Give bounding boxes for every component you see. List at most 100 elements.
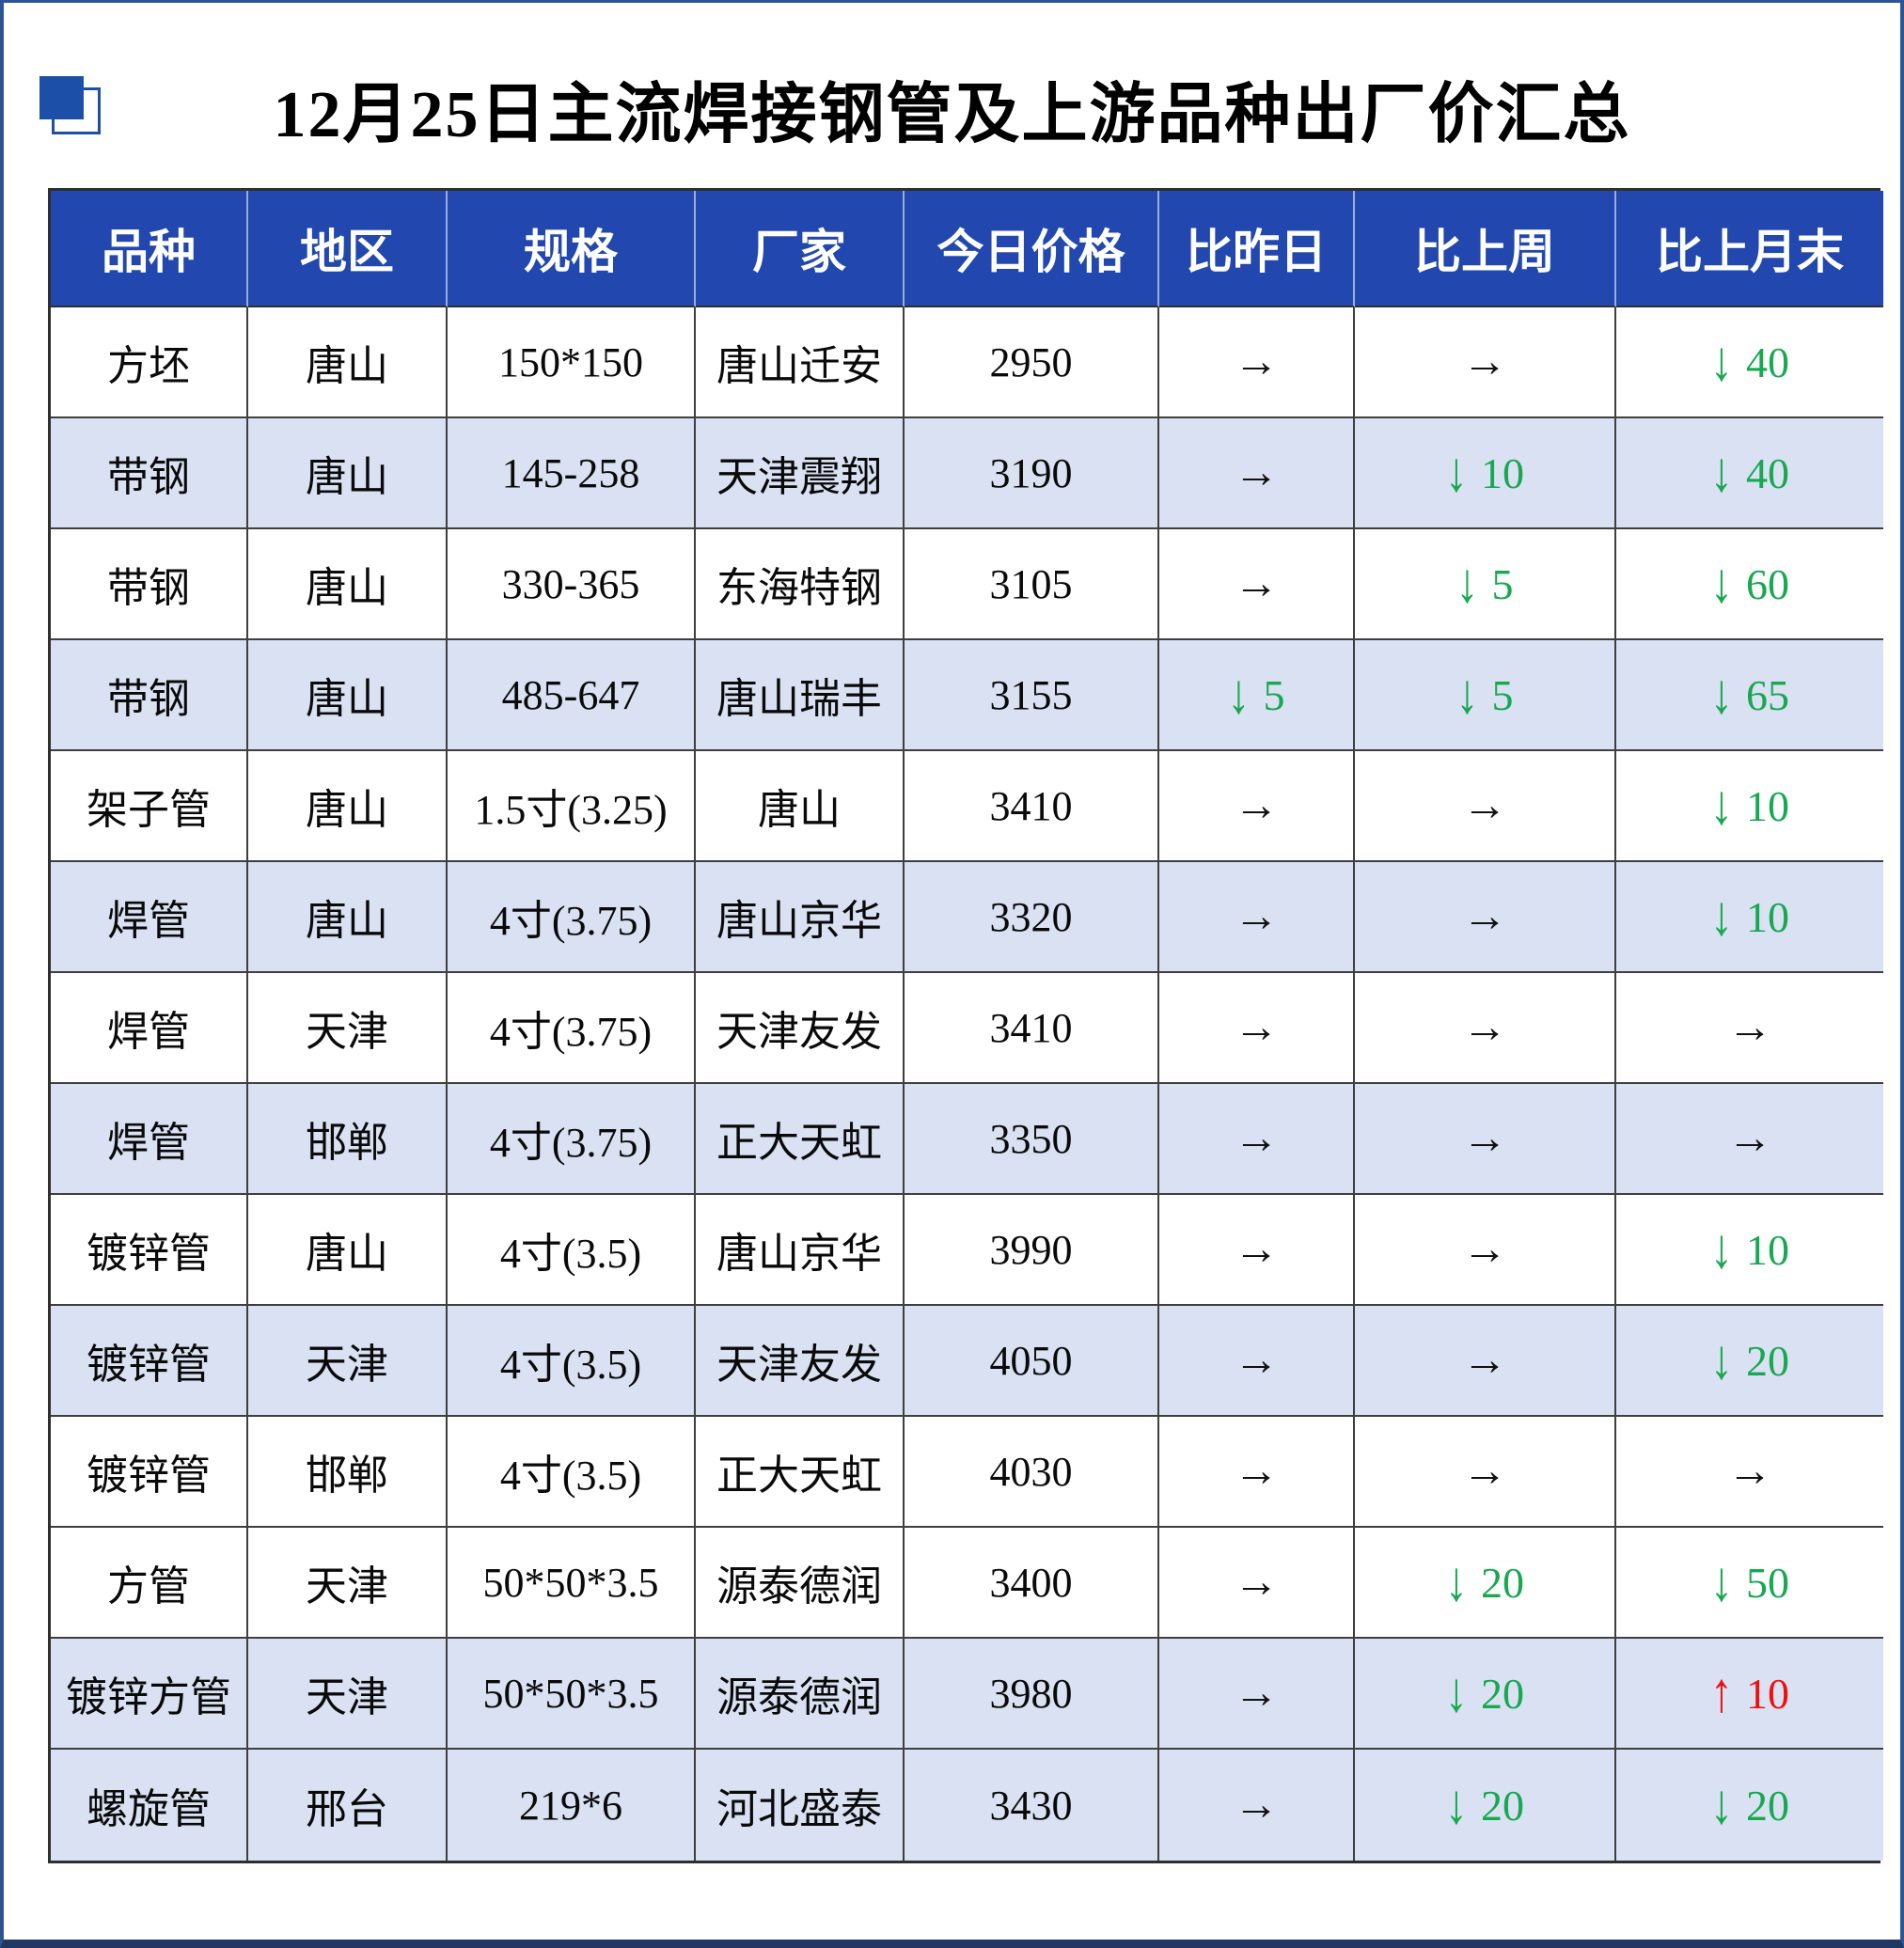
cell-spec: 219*6 bbox=[448, 1750, 696, 1861]
cell-variety: 焊管 bbox=[51, 1084, 248, 1195]
cell-vs-last-month-end: ↓ 65 bbox=[1616, 640, 1883, 751]
cell-vs-yesterday: → bbox=[1159, 418, 1355, 529]
cell-price-today: 3990 bbox=[905, 1195, 1159, 1306]
cell-vs-yesterday: → bbox=[1159, 1750, 1355, 1861]
cell-region: 天津 bbox=[248, 973, 448, 1084]
header-cell-spec: 规格 bbox=[448, 191, 696, 307]
trend-flat-arrow-icon: → bbox=[1234, 558, 1279, 608]
cell-vs-yesterday: → bbox=[1159, 307, 1355, 418]
cell-region: 唐山 bbox=[248, 751, 448, 862]
header-cell-vs-last-week: 比上周 bbox=[1355, 191, 1616, 307]
cell-spec: 4寸(3.5) bbox=[448, 1306, 696, 1417]
table-row: 带钢 唐山 485-647 唐山瑞丰 3155 ↓ 5 ↓ 5 ↓ 65 bbox=[51, 640, 1883, 751]
trend-delta: 10 bbox=[1746, 781, 1789, 830]
cell-manufacturer: 天津友发 bbox=[696, 1306, 905, 1417]
cell-region: 唐山 bbox=[248, 862, 448, 973]
cell-vs-yesterday: → bbox=[1159, 751, 1355, 862]
cell-variety: 带钢 bbox=[51, 529, 248, 640]
cell-spec: 4寸(3.5) bbox=[448, 1195, 696, 1306]
cell-variety: 带钢 bbox=[51, 640, 248, 751]
cell-vs-last-week: ↓ 5 bbox=[1355, 529, 1616, 640]
price-table: 品种 地区 规格 厂家 今日价格 比昨日 比上周 比上月末 方坯 唐山 150*150 唐山迁安 29… bbox=[48, 188, 1883, 1863]
table-row: 焊管 唐山 4寸(3.75) 唐山京华 3320 → → ↓ 10 bbox=[51, 862, 1883, 973]
title-accent-square bbox=[39, 76, 84, 119]
table-row: 带钢 唐山 145-258 天津震翔 3190 → ↓ 10 ↓ 40 bbox=[51, 418, 1883, 529]
cell-vs-yesterday: → bbox=[1159, 529, 1355, 640]
cell-manufacturer: 唐山京华 bbox=[696, 862, 905, 973]
cell-vs-last-month-end: → bbox=[1616, 1084, 1883, 1195]
cell-vs-last-week: ↓ 20 bbox=[1355, 1528, 1616, 1639]
trend-down-arrow-icon: ↓ bbox=[1710, 663, 1733, 726]
trend-delta: 20 bbox=[1481, 1781, 1524, 1830]
trend-flat-arrow-icon: → bbox=[1234, 1002, 1279, 1052]
cell-spec: 50*50*3.5 bbox=[448, 1639, 696, 1750]
trend-delta: 10 bbox=[1481, 448, 1524, 497]
cell-price-today: 3410 bbox=[905, 751, 1159, 862]
cell-region: 天津 bbox=[248, 1639, 448, 1750]
trend-flat-arrow-icon: → bbox=[1234, 337, 1279, 386]
cell-region: 唐山 bbox=[248, 640, 448, 751]
trend-delta: 50 bbox=[1746, 1558, 1789, 1607]
header-cell-variety: 品种 bbox=[51, 191, 248, 307]
cell-vs-last-month-end: ↓ 40 bbox=[1616, 307, 1883, 418]
cell-vs-yesterday: → bbox=[1159, 862, 1355, 973]
trend-flat-arrow-icon: → bbox=[1462, 1113, 1507, 1163]
cell-price-today: 3190 bbox=[905, 418, 1159, 529]
cell-variety: 镀锌管 bbox=[51, 1306, 248, 1417]
cell-vs-last-week: → bbox=[1355, 307, 1616, 418]
header-cell-region: 地区 bbox=[248, 191, 448, 307]
page-title: 12月25日主流焊接钢管及上游品种出厂价汇总 bbox=[273, 78, 1631, 151]
trend-down-arrow-icon: ↓ bbox=[1710, 774, 1733, 837]
cell-vs-yesterday: → bbox=[1159, 973, 1355, 1084]
trend-delta: 65 bbox=[1746, 670, 1789, 719]
cell-vs-last-month-end: ↓ 60 bbox=[1616, 529, 1883, 640]
trend-delta: 10 bbox=[1746, 892, 1789, 941]
trend-delta: 20 bbox=[1481, 1669, 1524, 1718]
table-row: 镀锌管 邯郸 4寸(3.5) 正大天虹 4030 → → → bbox=[51, 1417, 1883, 1528]
trend-delta: 20 bbox=[1481, 1558, 1524, 1607]
table-row: 焊管 天津 4寸(3.75) 天津友发 3410 → → → bbox=[51, 973, 1883, 1084]
cell-variety: 焊管 bbox=[51, 862, 248, 973]
cell-spec: 4寸(3.5) bbox=[448, 1417, 696, 1528]
trend-down-arrow-icon: ↓ bbox=[1227, 663, 1251, 726]
cell-price-today: 3980 bbox=[905, 1639, 1159, 1750]
cell-vs-last-month-end: → bbox=[1616, 1417, 1883, 1528]
trend-delta: 20 bbox=[1746, 1336, 1789, 1385]
cell-vs-last-week: → bbox=[1355, 1195, 1616, 1306]
cell-vs-last-week: ↓ 20 bbox=[1355, 1750, 1616, 1861]
trend-down-arrow-icon: ↓ bbox=[1456, 663, 1479, 726]
cell-variety: 镀锌方管 bbox=[51, 1639, 248, 1750]
table-row: 镀锌管 天津 4寸(3.5) 天津友发 4050 → → ↓ 20 bbox=[51, 1306, 1883, 1417]
cell-vs-last-week: → bbox=[1355, 1417, 1616, 1528]
cell-spec: 4寸(3.75) bbox=[448, 1084, 696, 1195]
trend-flat-arrow-icon: → bbox=[1727, 1446, 1772, 1496]
cell-variety: 镀锌管 bbox=[51, 1195, 248, 1306]
trend-flat-arrow-icon: → bbox=[1234, 1113, 1279, 1163]
trend-flat-arrow-icon: → bbox=[1462, 1224, 1507, 1274]
cell-manufacturer: 唐山迁安 bbox=[696, 307, 905, 418]
cell-manufacturer: 唐山瑞丰 bbox=[696, 640, 905, 751]
cell-manufacturer: 东海特钢 bbox=[696, 529, 905, 640]
cell-price-today: 3155 bbox=[905, 640, 1159, 751]
cell-vs-yesterday: → bbox=[1159, 1528, 1355, 1639]
cell-spec: 50*50*3.5 bbox=[448, 1528, 696, 1639]
cell-vs-last-month-end: ↓ 50 bbox=[1616, 1528, 1883, 1639]
trend-down-arrow-icon: ↓ bbox=[1445, 1773, 1468, 1836]
table-row: 螺旋管 邢台 219*6 河北盛泰 3430 → ↓ 20 ↓ 20 bbox=[51, 1750, 1883, 1861]
trend-delta: 40 bbox=[1746, 448, 1789, 497]
trend-delta: 5 bbox=[1263, 670, 1285, 719]
cell-vs-last-month-end: ↓ 20 bbox=[1616, 1750, 1883, 1861]
cell-variety: 方管 bbox=[51, 1528, 248, 1639]
cell-manufacturer: 天津友发 bbox=[696, 973, 905, 1084]
cell-region: 唐山 bbox=[248, 307, 448, 418]
cell-vs-last-month-end: → bbox=[1616, 973, 1883, 1084]
cell-vs-yesterday: → bbox=[1159, 1417, 1355, 1528]
cell-region: 天津 bbox=[248, 1306, 448, 1417]
trend-down-arrow-icon: ↓ bbox=[1710, 330, 1733, 393]
table-row: 方管 天津 50*50*3.5 源泰德润 3400 → ↓ 20 ↓ 50 bbox=[51, 1528, 1883, 1639]
cell-spec: 330-365 bbox=[448, 529, 696, 640]
cell-vs-yesterday: → bbox=[1159, 1084, 1355, 1195]
cell-manufacturer: 唐山京华 bbox=[696, 1195, 905, 1306]
cell-manufacturer: 正大天虹 bbox=[696, 1417, 905, 1528]
